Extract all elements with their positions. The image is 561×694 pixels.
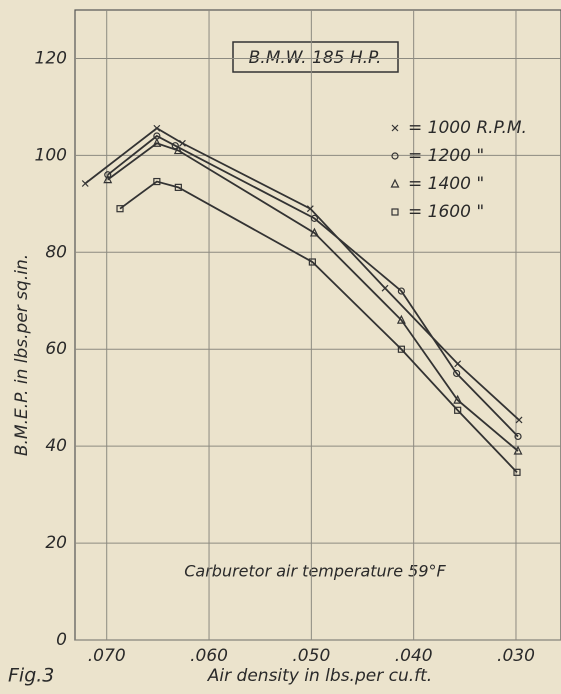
legend-marker [391,124,399,132]
legend-label: = 1600 " [408,202,484,222]
marker [453,394,463,404]
marker [153,124,161,132]
plot-frame [74,9,561,641]
series-line [107,142,519,452]
marker [515,416,523,424]
legend-label: = 1000 R.P.M. [408,118,527,138]
y-tick-label: 120 [35,48,67,68]
legend-marker [390,178,400,188]
marker [514,432,522,441]
x-tick-label: .050 [292,646,330,666]
x-tick-label: .060 [190,646,228,666]
x-axis-label: Air density in lbs.per cu.ft. [207,666,432,686]
marker [381,284,389,292]
marker [453,369,461,378]
series-line [107,134,519,438]
legend-marker [391,152,399,160]
marker [103,174,113,184]
marker [397,345,405,353]
marker [397,287,405,295]
series-line [119,180,518,473]
marker [310,214,319,222]
marker [513,445,523,455]
marker [454,360,462,368]
marker [306,205,314,213]
caption: Fig.3 [8,665,54,687]
x-tick-label: .070 [88,646,126,666]
marker [309,227,319,237]
annotation: Carburetor air temperature 59°F [184,562,446,581]
marker [116,205,124,213]
marker [153,177,161,186]
marker [173,145,183,155]
y-axis-label: B.M.E.P. in lbs.per sq.in. [12,254,32,456]
y-tick-label: 20 [45,533,67,553]
x-tick-label: .030 [497,646,535,666]
y-tick-label: 100 [35,145,67,165]
y-tick-label: 40 [45,436,67,456]
y-tick-label: 60 [45,339,67,359]
marker [174,183,182,191]
marker [513,468,521,476]
marker [152,137,162,147]
legend-label: = 1200 " [408,146,484,166]
marker [81,180,89,187]
y-tick-label: 0 [56,630,67,650]
marker [104,171,112,179]
marker [179,139,186,147]
title-box [232,41,399,73]
x-tick-label: .040 [395,646,433,666]
marker [454,406,462,414]
series-line [84,127,520,421]
legend-marker [391,208,399,216]
legend-label: = 1400 " [408,174,484,194]
y-tick-label: 80 [45,242,67,262]
marker [396,314,406,324]
marker [308,258,316,266]
